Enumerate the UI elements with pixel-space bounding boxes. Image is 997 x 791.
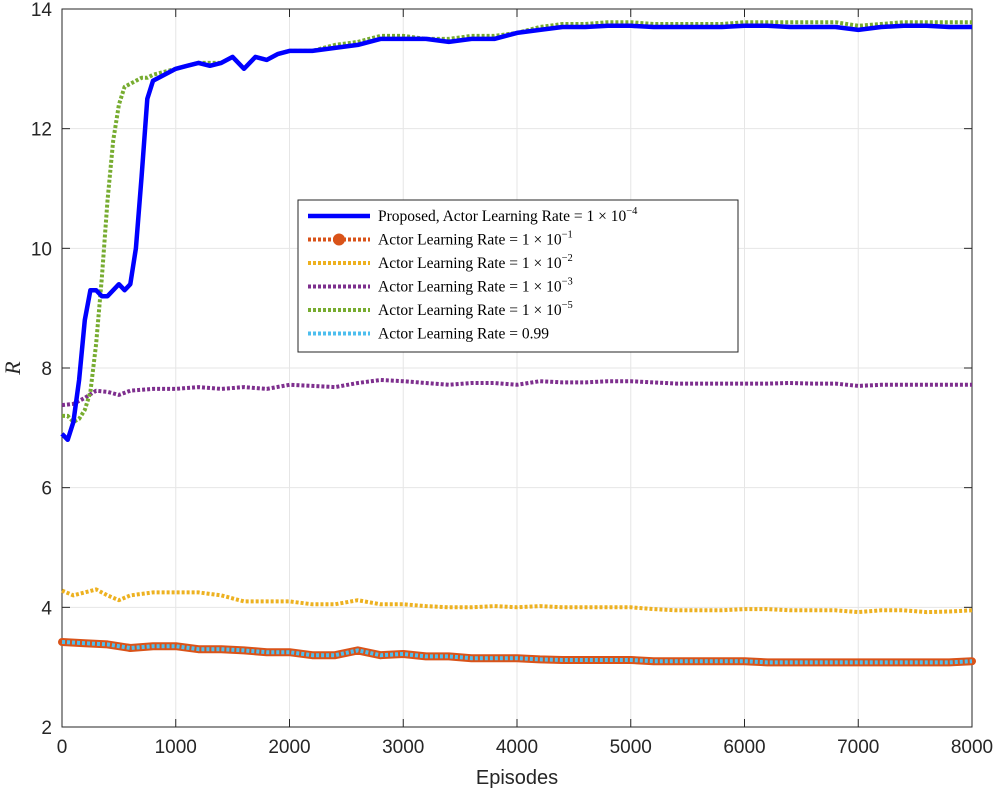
y-tick-label: 10 — [31, 239, 52, 260]
x-tick-label: 8000 — [951, 737, 993, 758]
legend-label: Actor Learning Rate = 0.99 — [378, 326, 549, 343]
legend-label: Actor Learning Rate = 1 × 10−2 — [378, 253, 573, 272]
legend-marker — [333, 233, 345, 246]
legend-label: Actor Learning Rate = 1 × 10−1 — [378, 230, 573, 249]
x-tick-label: 5000 — [610, 737, 652, 758]
series-line-3 — [61, 378, 972, 408]
x-tick-label: 2000 — [268, 737, 310, 758]
x-tick-label: 6000 — [723, 737, 765, 758]
series-line-2 — [61, 587, 973, 615]
series-line-4 — [62, 20, 972, 424]
y-tick-label: 14 — [31, 0, 53, 21]
legend-label: Actor Learning Rate = 1 × 10−5 — [378, 300, 573, 319]
y-tick-label: 12 — [31, 120, 52, 141]
legend-box — [297, 199, 739, 353]
x-axis-ticks: 0 1000 2000 3000 4000 5000 6000 7000 8000 — [57, 9, 993, 758]
y-axis-label: R — [0, 361, 25, 376]
x-tick-label: 3000 — [382, 737, 424, 758]
grid-lines — [61, 8, 973, 728]
y-tick-label: 6 — [41, 479, 52, 500]
series-line-5 — [61, 640, 973, 665]
y-tick-label: 4 — [41, 598, 52, 619]
x-tick-label: 0 — [57, 737, 68, 758]
legend-label: Actor Learning Rate = 1 × 10−3 — [378, 277, 573, 296]
y-axis-ticks: 2 4 6 8 10 12 14 — [31, 0, 972, 739]
x-tick-label: 7000 — [837, 737, 879, 758]
series-layer — [58, 20, 976, 667]
x-tick-label: 1000 — [155, 737, 197, 758]
series-line-0 — [60, 23, 972, 443]
x-axis-label: Episodes — [476, 767, 558, 789]
x-tick-label: 4000 — [496, 737, 538, 758]
y-tick-label: 8 — [41, 359, 52, 380]
y-tick-label: 2 — [41, 718, 52, 739]
legend-label: Proposed, Actor Learning Rate = 1 × 10−4 — [378, 206, 638, 225]
legend: Proposed, Actor Learning Rate = 1 × 10−4… — [297, 199, 739, 353]
